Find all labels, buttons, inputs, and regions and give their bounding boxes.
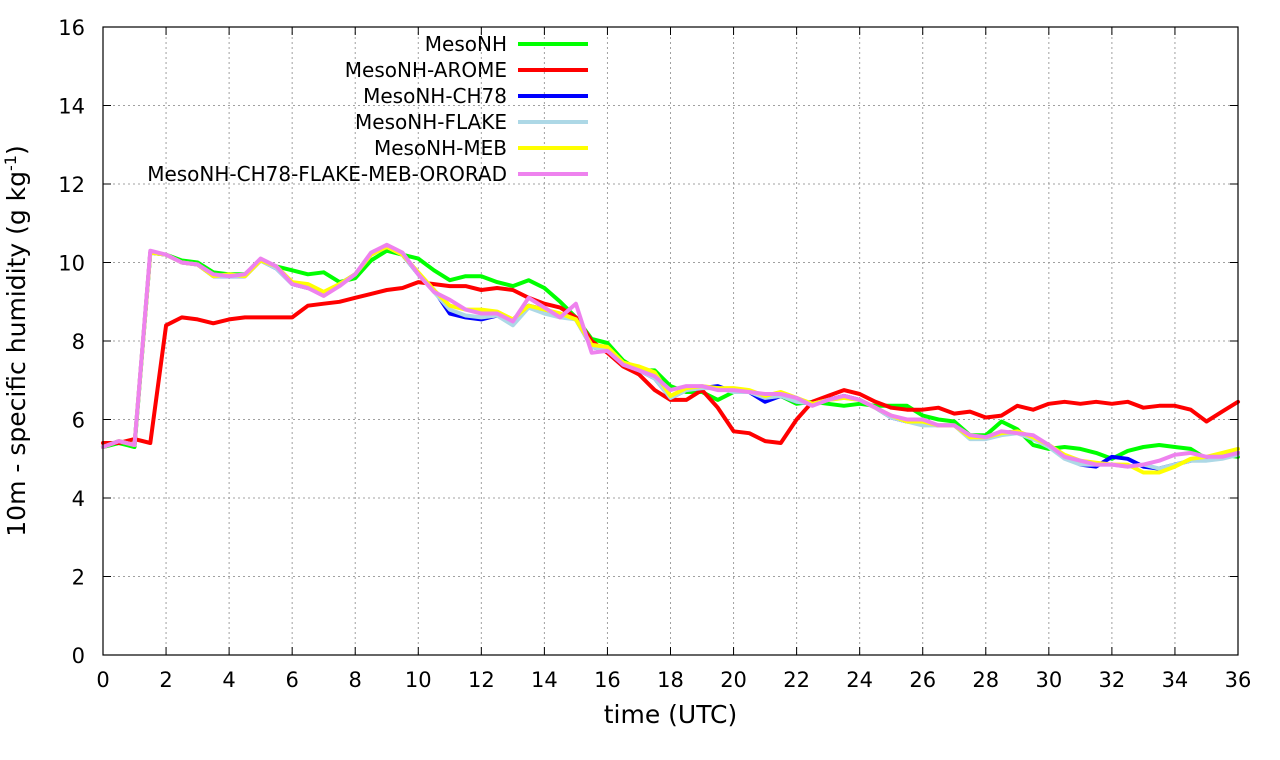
x-tick-label: 18 (657, 668, 684, 692)
x-tick-label: 30 (1035, 668, 1062, 692)
y-tick-label: 2 (72, 566, 85, 590)
series-line-5 (101, 242, 1240, 469)
y-tick-label: 6 (72, 409, 85, 433)
x-tick-label: 14 (531, 668, 558, 692)
y-tick-label: 0 (72, 644, 85, 668)
x-tick-label: 6 (285, 668, 298, 692)
legend-label: MesoNH-MEB (374, 136, 507, 160)
x-tick-label: 10 (405, 668, 432, 692)
x-tick-label: 0 (96, 668, 109, 692)
legend-label: MesoNH-CH78 (363, 84, 507, 108)
y-axis-title: 10m - specific humidity (g kg-1) (1, 145, 31, 536)
x-tick-label: 36 (1225, 668, 1252, 692)
x-tick-label: 34 (1162, 668, 1189, 692)
x-tick-label: 24 (846, 668, 873, 692)
legend-label: MesoNH-AROME (345, 58, 507, 82)
legend-label: MesoNH-FLAKE (355, 110, 507, 134)
y-tick-label: 10 (58, 252, 85, 276)
y-tick-label: 8 (72, 330, 85, 354)
y-axis-title-main: 10m - specific humidity (g kg (2, 171, 31, 537)
series-lines (101, 242, 1240, 475)
x-tick-label: 32 (1099, 668, 1126, 692)
y-tick-label: 12 (58, 173, 85, 197)
x-tick-label: 12 (468, 668, 495, 692)
y-tick-label: 16 (58, 16, 85, 40)
x-axis-title: time (UTC) (604, 700, 738, 729)
y-axis-title-superscript: -1 (1, 155, 20, 171)
legend-label: MesoNH-CH78-FLAKE-MEB-ORORAD (147, 162, 507, 186)
y-tick-label: 4 (72, 487, 85, 511)
series-line-1 (101, 280, 1240, 445)
x-tick-label: 26 (909, 668, 936, 692)
x-tick-label: 20 (720, 668, 747, 692)
x-tick-label: 2 (159, 668, 172, 692)
y-axis-title-close: ) (2, 145, 31, 155)
x-tick-label: 4 (222, 668, 235, 692)
legend-label: MesoNH (425, 32, 507, 56)
axis-ticks: 0 2 4 6 8 10 12 14 16 18 20 22 24 26 28 30 32 34 360246810… (58, 16, 1251, 692)
x-tick-label: 22 (783, 668, 810, 692)
legend: MesoNHMesoNH-AROMEMesoNH-CH78MesoNH-FLAK… (147, 32, 588, 186)
x-tick-label: 28 (972, 668, 999, 692)
grid (103, 27, 1238, 655)
x-tick-label: 8 (349, 668, 362, 692)
x-tick-label: 16 (594, 668, 621, 692)
y-tick-label: 14 (58, 95, 85, 119)
